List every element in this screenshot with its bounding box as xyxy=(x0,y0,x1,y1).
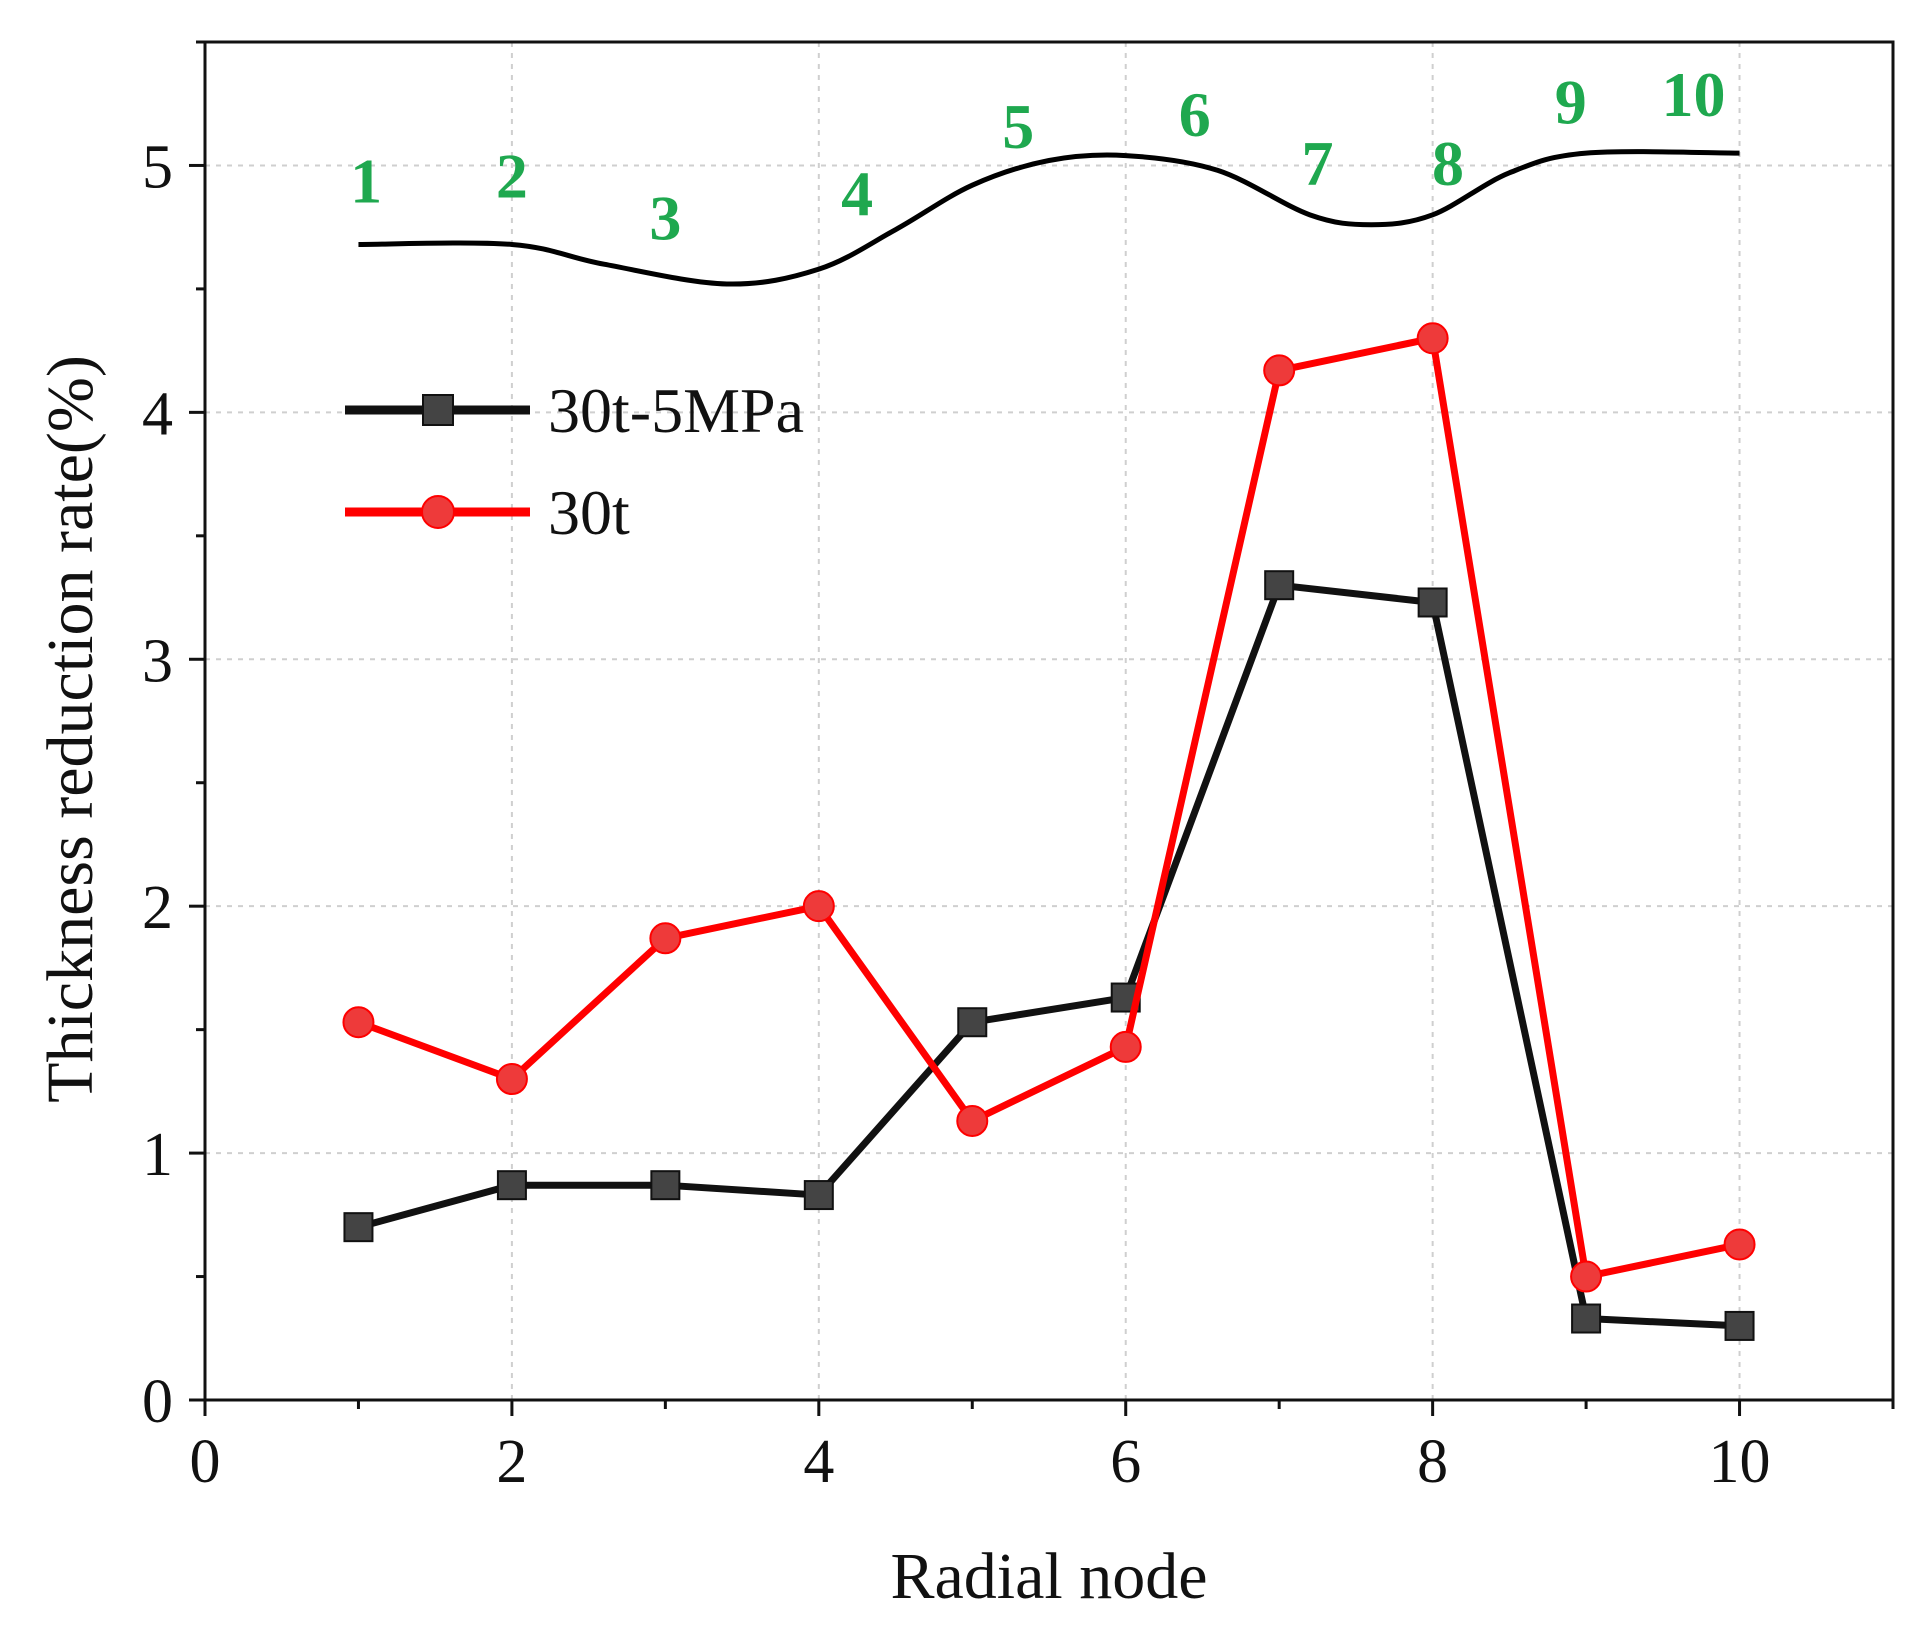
data-point xyxy=(650,1170,681,1201)
legend-marker xyxy=(421,495,455,529)
series-line xyxy=(357,334,1741,1281)
series-2 xyxy=(342,322,1756,1293)
x-tick-label: 6 xyxy=(1110,1428,1141,1496)
data-point xyxy=(1263,354,1296,387)
legend: 30t-5MPa 30t xyxy=(345,375,804,548)
data-point xyxy=(1417,587,1448,618)
node-label: 10 xyxy=(1662,59,1726,130)
series-layer xyxy=(342,322,1756,1341)
x-tick-label: 2 xyxy=(496,1428,527,1496)
y-tick-label: 0 xyxy=(142,1368,173,1436)
x-tick-label: 8 xyxy=(1417,1428,1448,1496)
y-tick-label: 2 xyxy=(142,874,173,942)
legend-label: 30t-5MPa xyxy=(548,375,804,446)
y-tick-label: 1 xyxy=(142,1121,173,1189)
data-point xyxy=(1571,1303,1602,1334)
data-point xyxy=(1264,570,1295,601)
x-tick-label: 10 xyxy=(1709,1428,1771,1496)
y-axis-title: Thickness reduction rate(%) xyxy=(34,355,107,1103)
legend-item: 30t xyxy=(345,477,630,548)
profile-curve xyxy=(358,149,1740,287)
data-point xyxy=(1723,1228,1756,1261)
data-point xyxy=(956,1104,989,1137)
node-label: 7 xyxy=(1302,128,1334,199)
data-point xyxy=(495,1063,528,1096)
node-label: 4 xyxy=(841,158,873,229)
data-point xyxy=(1724,1310,1755,1341)
node-label: 5 xyxy=(1002,91,1034,162)
axes-layer xyxy=(203,40,1895,1402)
data-point xyxy=(802,890,835,923)
data-point xyxy=(1109,1030,1142,1063)
ticks-layer: 0 2 4 6 8 10 0 1 2 3 4 5 xyxy=(142,40,1895,1496)
node-label: 3 xyxy=(649,183,681,254)
data-point xyxy=(1416,322,1449,355)
data-point xyxy=(496,1170,527,1201)
node-label: 1 xyxy=(350,145,382,216)
y-tick-label: 5 xyxy=(142,133,173,201)
y-tick-label: 3 xyxy=(142,627,173,695)
legend-label: 30t xyxy=(548,477,630,548)
x-tick-label: 4 xyxy=(803,1428,834,1496)
node-label: 2 xyxy=(496,141,528,212)
x-axis-title: Radial node xyxy=(890,1540,1207,1613)
data-point xyxy=(649,922,682,955)
x-tick-label: 0 xyxy=(190,1428,221,1496)
plot-frame xyxy=(203,40,1895,1402)
data-point xyxy=(342,1006,375,1039)
data-point xyxy=(957,1007,988,1038)
node-label: 6 xyxy=(1179,79,1211,150)
node-label: 9 xyxy=(1555,66,1587,137)
y-tick-label: 4 xyxy=(142,380,173,448)
profile-annotation: 1 2 3 4 5 6 7 8 9 10 xyxy=(350,59,1740,287)
node-label: 8 xyxy=(1432,128,1464,199)
legend-marker xyxy=(422,394,454,426)
series-line xyxy=(357,581,1740,1330)
data-point xyxy=(803,1180,834,1211)
series-1 xyxy=(343,570,1755,1341)
legend-item: 30t-5MPa xyxy=(345,375,804,446)
data-point xyxy=(1570,1260,1603,1293)
data-point xyxy=(343,1212,374,1243)
